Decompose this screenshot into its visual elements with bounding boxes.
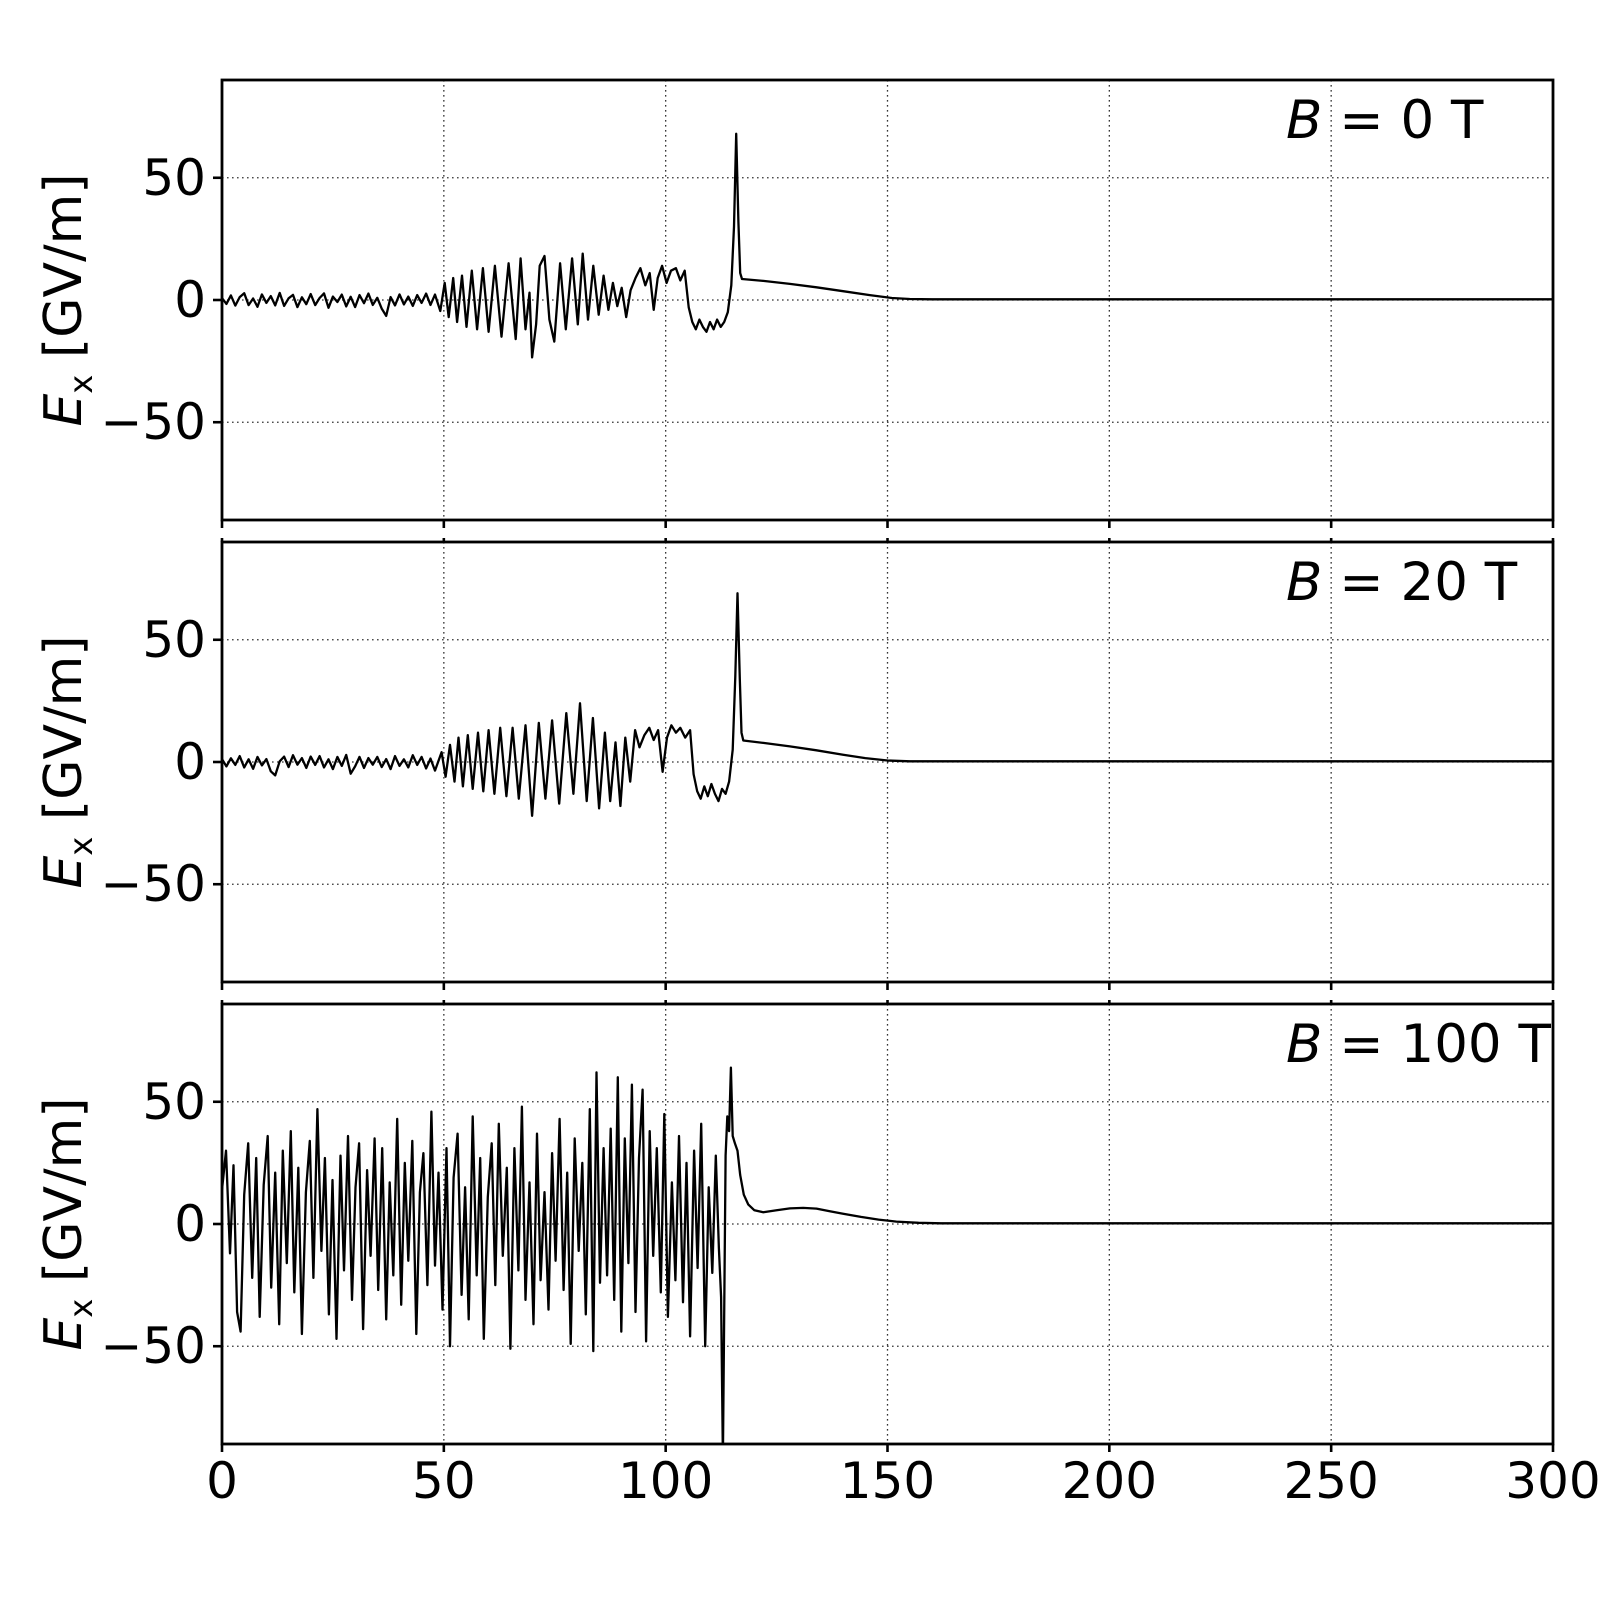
x-tick-label: 200 [1061, 1452, 1158, 1510]
data-series-0 [222, 132, 1553, 359]
panel-0 [213, 78, 1555, 528]
panel-label-text: = 100 T [1322, 1014, 1551, 1075]
y-tick-label: −50 [100, 393, 206, 452]
panel-label-b100: B = 100 T [1286, 1014, 1551, 1075]
e-subscript: x [62, 374, 101, 394]
e-subscript: x [62, 1298, 101, 1318]
panel-label-b0: B = 0 T [1286, 90, 1484, 151]
panel-1 [213, 538, 1555, 990]
b-symbol: B [1286, 552, 1323, 613]
panel-label-text: = 0 T [1322, 90, 1484, 151]
x-tick-label: 250 [1283, 1452, 1379, 1510]
panel-2 [213, 1000, 1555, 1452]
data-series-1 [222, 592, 1553, 817]
y-tick-label: 0 [174, 271, 206, 329]
y-tick-label: −50 [100, 855, 206, 914]
x-tick-label: 100 [617, 1452, 714, 1510]
panel-label-b20: B = 20 T [1286, 552, 1518, 613]
x-tick-label: 300 [1505, 1452, 1600, 1510]
panel-label-text: = 20 T [1322, 552, 1518, 613]
y-tick-label: 50 [142, 1072, 206, 1131]
y-tick-label: −50 [100, 1317, 206, 1376]
y-tick-label: 50 [142, 610, 206, 669]
data-series-2 [222, 1066, 1553, 1444]
y-tick-label: 0 [174, 1195, 206, 1253]
x-tick-label: 0 [206, 1452, 238, 1510]
x-tick-label: 150 [839, 1452, 936, 1510]
y-tick-label: 0 [174, 733, 206, 791]
e-subscript: x [62, 836, 101, 856]
x-tick-label: 50 [412, 1452, 476, 1510]
b-symbol: B [1286, 1014, 1323, 1075]
b-symbol: B [1286, 90, 1323, 151]
y-tick-label: 50 [142, 148, 206, 207]
